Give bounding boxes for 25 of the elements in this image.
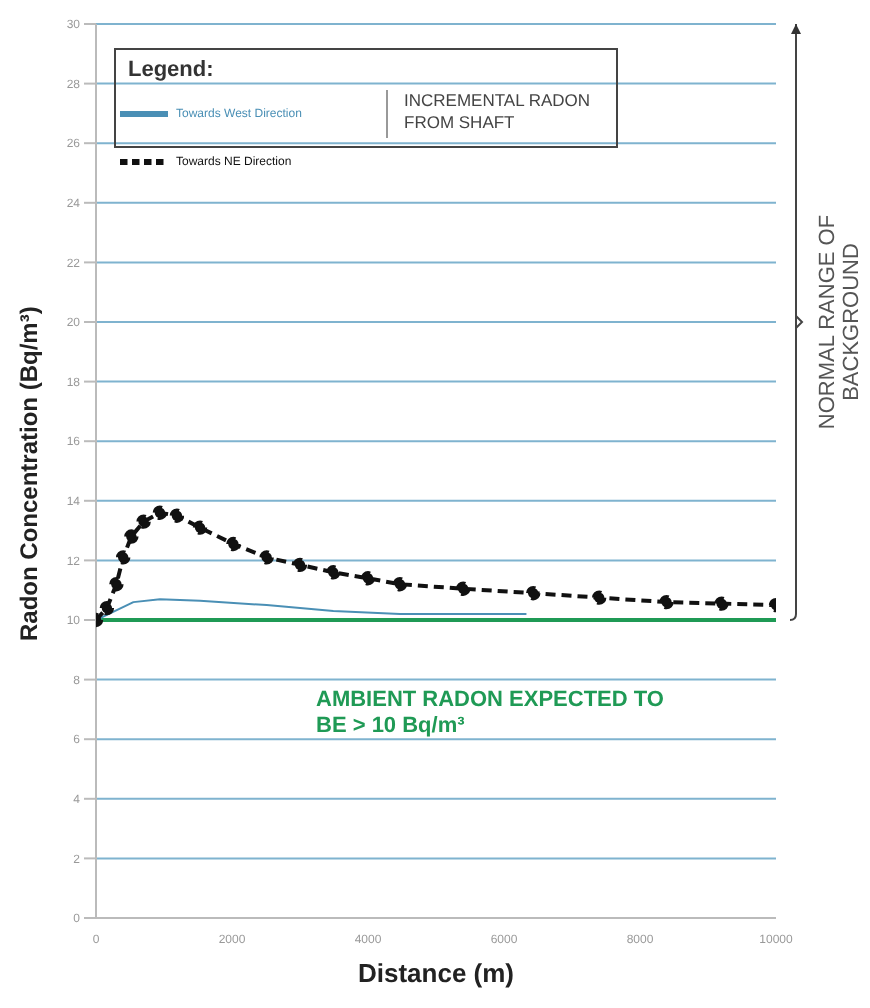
- point: [116, 550, 131, 565]
- annotation: INCREMENTAL RADON FROM SHAFT: [404, 90, 593, 134]
- point: [192, 520, 208, 535]
- point: [360, 571, 376, 586]
- text: NORMAL RANGE OF BACKGROUND: [816, 212, 864, 432]
- point: [592, 590, 607, 605]
- point: [456, 581, 471, 596]
- ref-line-label: AMBIENT RADON EXPECTED TO BE > 10 Bq/m³: [316, 688, 666, 740]
- point: [226, 536, 241, 552]
- point: [109, 577, 124, 592]
- point: [659, 594, 674, 610]
- y-axis-title: Radon Concentration (Bq/m³): [14, 306, 43, 641]
- point: [99, 600, 115, 616]
- point: [714, 596, 729, 611]
- point: [526, 585, 541, 601]
- point: [326, 565, 341, 580]
- x-axis-title: Distance (m): [357, 958, 515, 988]
- point: [136, 514, 151, 529]
- point: [259, 550, 274, 565]
- point: [292, 557, 308, 573]
- point: [169, 508, 185, 523]
- legend-title: Legend:: [128, 58, 216, 82]
- point: [392, 577, 408, 592]
- point: [152, 505, 168, 520]
- point: [124, 529, 139, 544]
